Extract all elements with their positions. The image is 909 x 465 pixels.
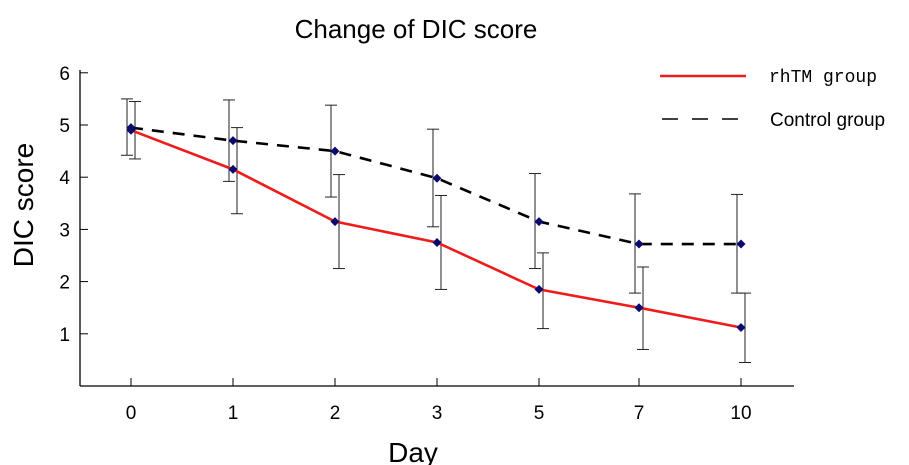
data-point-rhtm xyxy=(432,237,442,247)
y-tick-label: 2 xyxy=(59,273,70,294)
legend: rhTM group Control group xyxy=(660,68,885,131)
data-point-control xyxy=(126,123,136,133)
y-tick-label: 5 xyxy=(59,116,70,137)
y-ticks: 1 2 3 4 5 6 xyxy=(59,64,88,346)
x-tick-label: 10 xyxy=(730,403,751,424)
data-point-rhtm xyxy=(330,217,340,227)
x-axis-label: Day xyxy=(388,437,438,465)
data-point-rhtm xyxy=(228,164,238,174)
chart-title: Change of DIC score xyxy=(295,14,538,44)
y-tick-label: 3 xyxy=(59,220,70,241)
data-point-control xyxy=(228,136,238,146)
data-point-rhtm xyxy=(736,323,746,333)
y-axis-label: DIC score xyxy=(8,143,39,267)
x-tick-label: 7 xyxy=(634,403,645,424)
legend-label-rhtm: rhTM group xyxy=(769,68,877,88)
series-layer xyxy=(121,98,751,364)
series-line-rhtm xyxy=(130,129,742,329)
y-tick-label: 4 xyxy=(59,168,70,189)
legend-label-control: Control group xyxy=(770,110,885,131)
data-point-rhtm xyxy=(634,303,644,313)
x-tick-label: 0 xyxy=(126,403,137,424)
data-point-control xyxy=(736,239,746,249)
data-point-control xyxy=(534,217,544,227)
x-tick-label: 5 xyxy=(534,403,545,424)
data-point-control xyxy=(330,146,340,156)
x-tick-label: 2 xyxy=(330,403,341,424)
data-point-control xyxy=(634,239,644,249)
x-tick-label: 3 xyxy=(432,403,443,424)
data-point-control xyxy=(432,173,442,183)
data-point-rhtm xyxy=(534,284,544,294)
y-tick-label: 1 xyxy=(59,325,70,346)
y-tick-label: 6 xyxy=(59,64,70,85)
x-ticks: 0 1 2 3 5 7 10 xyxy=(126,378,752,424)
x-tick-label: 1 xyxy=(228,403,239,424)
